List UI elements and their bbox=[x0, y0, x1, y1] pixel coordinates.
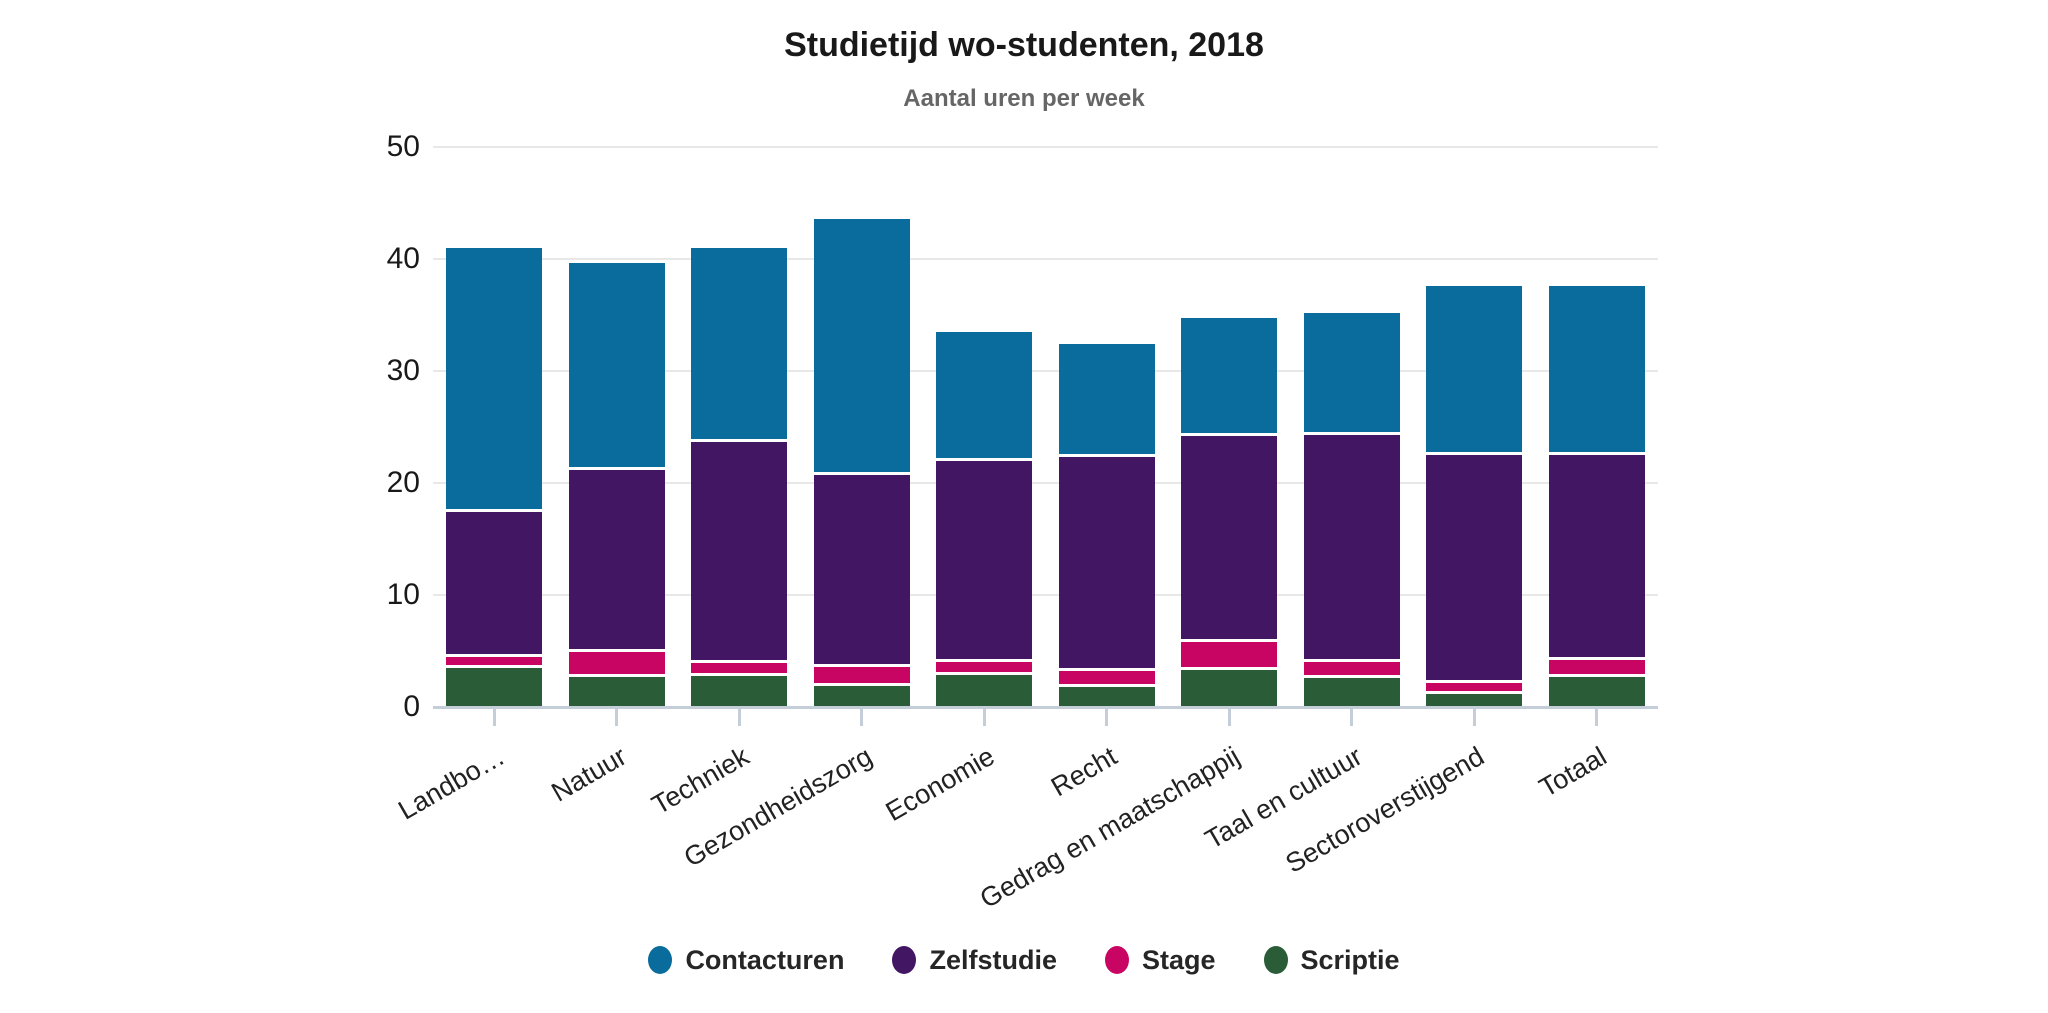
gridline-40 bbox=[433, 258, 1658, 260]
bar-segment-contacturen-10[interactable] bbox=[1549, 285, 1645, 455]
x-axis-label-2: Natuur bbox=[546, 741, 632, 808]
bar-segment-zelfstudie-8[interactable] bbox=[1304, 434, 1400, 663]
gridline-10 bbox=[433, 594, 1658, 596]
bar-segment-contacturen-5[interactable] bbox=[936, 331, 1032, 461]
legend-label-scriptie: Scriptie bbox=[1300, 945, 1400, 975]
x-axis-tick-3 bbox=[738, 707, 741, 726]
bar-segment-scriptie-8[interactable] bbox=[1304, 677, 1400, 707]
bar-segment-scriptie-7[interactable] bbox=[1181, 670, 1277, 707]
y-axis-label-50: 50 bbox=[386, 130, 420, 163]
bar-segment-scriptie-1[interactable] bbox=[446, 667, 542, 707]
x-axis-tick-1 bbox=[493, 707, 496, 726]
x-axis-tick-9 bbox=[1473, 707, 1476, 726]
bar-segment-zelfstudie-2[interactable] bbox=[569, 469, 665, 653]
bar-segment-scriptie-9[interactable] bbox=[1426, 693, 1522, 707]
bar-segment-contacturen-9[interactable] bbox=[1426, 285, 1522, 455]
bar-segment-zelfstudie-10[interactable] bbox=[1549, 455, 1645, 660]
bar-segment-scriptie-2[interactable] bbox=[569, 676, 665, 707]
bar-segment-stage-3[interactable] bbox=[691, 663, 787, 676]
gridline-20 bbox=[433, 482, 1658, 484]
legend-dot-stage bbox=[1104, 946, 1129, 974]
chart-subtitle: Aantal uren per week bbox=[903, 85, 1145, 112]
bar-segment-scriptie-6[interactable] bbox=[1059, 686, 1155, 707]
legend-dot-zelfstudie bbox=[892, 946, 917, 974]
bar-segment-stage-7[interactable] bbox=[1181, 642, 1277, 671]
x-axis-tick-4 bbox=[860, 707, 863, 726]
bar-segment-stage-5[interactable] bbox=[936, 662, 1032, 675]
bar-segment-zelfstudie-5[interactable] bbox=[936, 460, 1032, 663]
bar-segment-zelfstudie-3[interactable] bbox=[691, 441, 787, 664]
legend-item-scriptie[interactable]: Scriptie bbox=[1263, 944, 1400, 976]
x-axis-tick-10 bbox=[1595, 707, 1598, 726]
x-axis-tick-2 bbox=[615, 707, 618, 726]
legend: Contacturen Zelfstudie Stage Scriptie bbox=[0, 944, 2048, 976]
x-axis-tick-7 bbox=[1228, 707, 1231, 726]
bar-segment-stage-9[interactable] bbox=[1426, 683, 1522, 694]
x-axis-label-3: Techniek bbox=[647, 741, 755, 821]
bar-segment-zelfstudie-9[interactable] bbox=[1426, 455, 1522, 684]
y-axis-label-0: 0 bbox=[403, 690, 420, 723]
legend-item-stage[interactable]: Stage bbox=[1104, 944, 1216, 976]
bar-segment-contacturen-8[interactable] bbox=[1304, 312, 1400, 435]
bar-segment-stage-4[interactable] bbox=[814, 666, 910, 686]
bar-segment-scriptie-10[interactable] bbox=[1549, 676, 1645, 707]
bar-segment-stage-1[interactable] bbox=[446, 656, 542, 668]
x-axis-tick-8 bbox=[1350, 707, 1353, 726]
x-axis-tick-5 bbox=[983, 707, 986, 726]
y-axis-label-40: 40 bbox=[386, 242, 420, 275]
x-axis-line bbox=[433, 706, 1658, 709]
bar-segment-zelfstudie-4[interactable] bbox=[814, 475, 910, 667]
y-axis-label-20: 20 bbox=[386, 466, 420, 499]
y-axis-label-10: 10 bbox=[386, 578, 420, 611]
bar-segment-zelfstudie-1[interactable] bbox=[446, 512, 542, 657]
bar-segment-contacturen-7[interactable] bbox=[1181, 318, 1277, 436]
legend-item-contacturen[interactable]: Contacturen bbox=[648, 944, 844, 976]
chart-title: Studietijd wo-studenten, 2018 bbox=[784, 26, 1264, 64]
bar-segment-stage-6[interactable] bbox=[1059, 671, 1155, 687]
x-axis-tick-6 bbox=[1105, 707, 1108, 726]
bar-segment-stage-8[interactable] bbox=[1304, 662, 1400, 678]
x-axis-label-5: Economie bbox=[880, 741, 1000, 828]
bar-segment-contacturen-6[interactable] bbox=[1059, 344, 1155, 458]
gridline-50 bbox=[433, 146, 1658, 148]
x-axis-label-9: Sectoroverstijgend bbox=[1280, 741, 1490, 879]
legend-label-stage: Stage bbox=[1141, 945, 1216, 975]
legend-item-zelfstudie[interactable]: Zelfstudie bbox=[892, 944, 1057, 976]
x-axis-label-6: Recht bbox=[1045, 741, 1122, 803]
legend-dot-contacturen bbox=[648, 946, 673, 974]
y-axis-label-30: 30 bbox=[386, 354, 420, 387]
bar-segment-contacturen-2[interactable] bbox=[569, 263, 665, 470]
bar-segment-contacturen-1[interactable] bbox=[446, 247, 542, 513]
bar-segment-contacturen-4[interactable] bbox=[814, 218, 910, 476]
bar-segment-zelfstudie-7[interactable] bbox=[1181, 435, 1277, 643]
legend-dot-scriptie bbox=[1263, 946, 1288, 974]
x-axis-label-10: Totaal bbox=[1534, 741, 1612, 804]
bar-segment-stage-10[interactable] bbox=[1549, 659, 1645, 677]
legend-label-contacturen: Contacturen bbox=[685, 945, 845, 975]
gridline-30 bbox=[433, 370, 1658, 372]
bar-segment-scriptie-3[interactable] bbox=[691, 675, 787, 707]
legend-label-zelfstudie: Zelfstudie bbox=[929, 945, 1057, 975]
bar-segment-contacturen-3[interactable] bbox=[691, 247, 787, 442]
bar-segment-scriptie-5[interactable] bbox=[936, 674, 1032, 707]
x-axis-label-1: Landbo… bbox=[393, 741, 510, 826]
bar-segment-stage-2[interactable] bbox=[569, 652, 665, 677]
bar-segment-scriptie-4[interactable] bbox=[814, 685, 910, 707]
bar-segment-zelfstudie-6[interactable] bbox=[1059, 457, 1155, 672]
